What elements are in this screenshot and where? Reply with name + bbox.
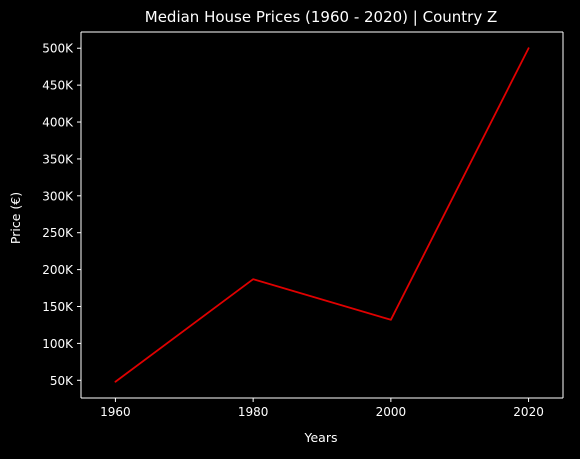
y-tick-label-250K: 250K [42, 226, 74, 240]
x-tick-label-2000: 2000 [376, 405, 407, 419]
x-axis-label: Years [304, 430, 338, 445]
plot-area: 1960 1980 2000 2020 50K 100K 150K 200K 250K 300K 3… [42, 32, 563, 419]
y-tick-label-100K: 100K [42, 337, 74, 351]
series-line-0 [115, 48, 528, 382]
y-tick-label-400K: 400K [42, 116, 74, 130]
y-tick-label-150K: 150K [42, 300, 74, 314]
y-tick-label-350K: 350K [42, 152, 74, 166]
y-tick-label-50K: 50K [50, 374, 74, 388]
y-axis-label: Price (€) [8, 192, 23, 244]
chart-title: Median House Prices (1960 - 2020) | Coun… [145, 8, 498, 26]
x-tick-label-2020: 2020 [513, 405, 544, 419]
y-tick-label-450K: 450K [42, 79, 74, 93]
x-tick-label-1980: 1980 [238, 405, 269, 419]
y-tick-label-200K: 200K [42, 263, 74, 277]
y-tick-label-300K: 300K [42, 189, 74, 203]
y-tick-label-500K: 500K [42, 42, 74, 56]
x-tick-label-1960: 1960 [100, 405, 131, 419]
